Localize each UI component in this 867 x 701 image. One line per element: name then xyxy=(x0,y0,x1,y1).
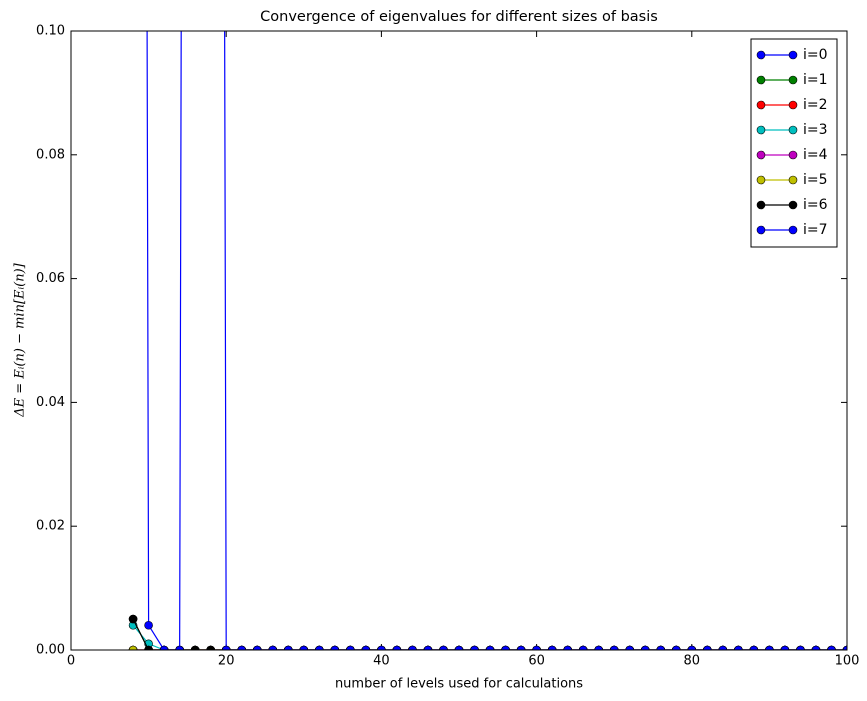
legend-label: i=1 xyxy=(803,72,828,88)
legend-label: i=2 xyxy=(803,97,828,113)
series-line xyxy=(132,618,847,650)
x-axis-label: number of levels used for calculations xyxy=(335,677,583,692)
point xyxy=(190,645,200,650)
y-tick-label: 0.06 xyxy=(36,271,65,286)
point xyxy=(283,645,293,650)
point xyxy=(159,645,169,650)
legend-label: i=4 xyxy=(803,147,828,163)
plot-frame xyxy=(70,30,848,651)
point xyxy=(532,645,541,650)
legend-marker xyxy=(756,125,766,135)
point xyxy=(252,645,262,650)
legend-marker xyxy=(756,100,766,110)
series-line xyxy=(132,618,847,650)
legend-marker xyxy=(788,125,798,135)
point xyxy=(377,645,386,650)
x-tick-label: 60 xyxy=(528,654,545,669)
point xyxy=(501,645,510,650)
point xyxy=(516,645,526,650)
point xyxy=(640,645,650,650)
point xyxy=(221,645,231,650)
point xyxy=(144,620,153,630)
legend-label: i=0 xyxy=(803,47,828,63)
point xyxy=(485,645,495,650)
x-tick-label: 100 xyxy=(835,654,860,669)
y-tick-label: 0.00 xyxy=(36,643,65,658)
point xyxy=(718,645,728,650)
point xyxy=(656,645,666,650)
point xyxy=(827,645,836,650)
point xyxy=(361,645,371,650)
legend-label: i=5 xyxy=(803,172,828,188)
point xyxy=(811,645,821,650)
y-tick-label: 0.08 xyxy=(36,147,65,162)
legend-marker xyxy=(756,200,766,210)
point xyxy=(842,645,847,650)
point xyxy=(780,645,790,650)
point xyxy=(144,645,153,650)
point xyxy=(625,645,635,650)
legend-marker xyxy=(788,75,798,85)
point xyxy=(439,645,448,650)
point xyxy=(408,645,417,650)
legend-marker xyxy=(788,150,798,160)
point xyxy=(237,645,247,650)
legend-marker xyxy=(756,75,766,85)
legend-marker xyxy=(756,175,766,185)
point xyxy=(346,645,355,650)
y-axis-label: ΔE = Eᵢ(n) − min[Eᵢ(n)] xyxy=(13,262,28,417)
series-line xyxy=(146,31,847,650)
point xyxy=(594,645,603,650)
legend-marker xyxy=(788,225,798,235)
legend-marker xyxy=(788,50,798,60)
legend-box xyxy=(750,38,838,248)
y-tick-label: 0.10 xyxy=(36,24,65,39)
point xyxy=(268,645,278,650)
point xyxy=(423,645,433,650)
legend-marker xyxy=(788,175,798,185)
point xyxy=(299,645,309,650)
legend-marker xyxy=(756,50,766,60)
legend: i=0 i=1 i=2 i=3 i=4 i=5 i=6 i=7 xyxy=(750,38,838,248)
legend-label: i=6 xyxy=(803,197,828,213)
point xyxy=(765,645,774,650)
plot-area xyxy=(128,31,847,650)
legend-label: i=7 xyxy=(803,222,828,238)
point xyxy=(563,645,572,650)
point xyxy=(547,645,557,650)
legend-marker xyxy=(756,225,766,235)
point xyxy=(703,645,712,650)
point xyxy=(175,645,184,650)
x-tick-label: 20 xyxy=(218,654,235,669)
point xyxy=(206,645,215,650)
point xyxy=(454,645,464,650)
point xyxy=(749,645,759,650)
point xyxy=(578,645,588,650)
legend-label: i=3 xyxy=(803,122,828,138)
y-tick-label: 0.04 xyxy=(36,395,65,410)
point xyxy=(128,645,138,650)
point xyxy=(734,645,743,650)
point xyxy=(609,645,619,650)
point xyxy=(330,645,340,650)
y-tick-label: 0.02 xyxy=(36,519,65,534)
point xyxy=(315,645,324,650)
point xyxy=(671,645,681,650)
point xyxy=(470,645,479,650)
point xyxy=(128,614,138,624)
legend-marker xyxy=(756,150,766,160)
legend-marker xyxy=(788,100,798,110)
point xyxy=(687,645,697,650)
legend-marker xyxy=(788,200,798,210)
x-tick-label: 80 xyxy=(684,654,701,669)
chart-title: Convergence of eigenvalues for different… xyxy=(260,9,658,25)
point xyxy=(796,645,805,650)
x-tick-label: 40 xyxy=(373,654,390,669)
x-tick-label: 0 xyxy=(67,654,75,669)
point xyxy=(392,645,402,650)
